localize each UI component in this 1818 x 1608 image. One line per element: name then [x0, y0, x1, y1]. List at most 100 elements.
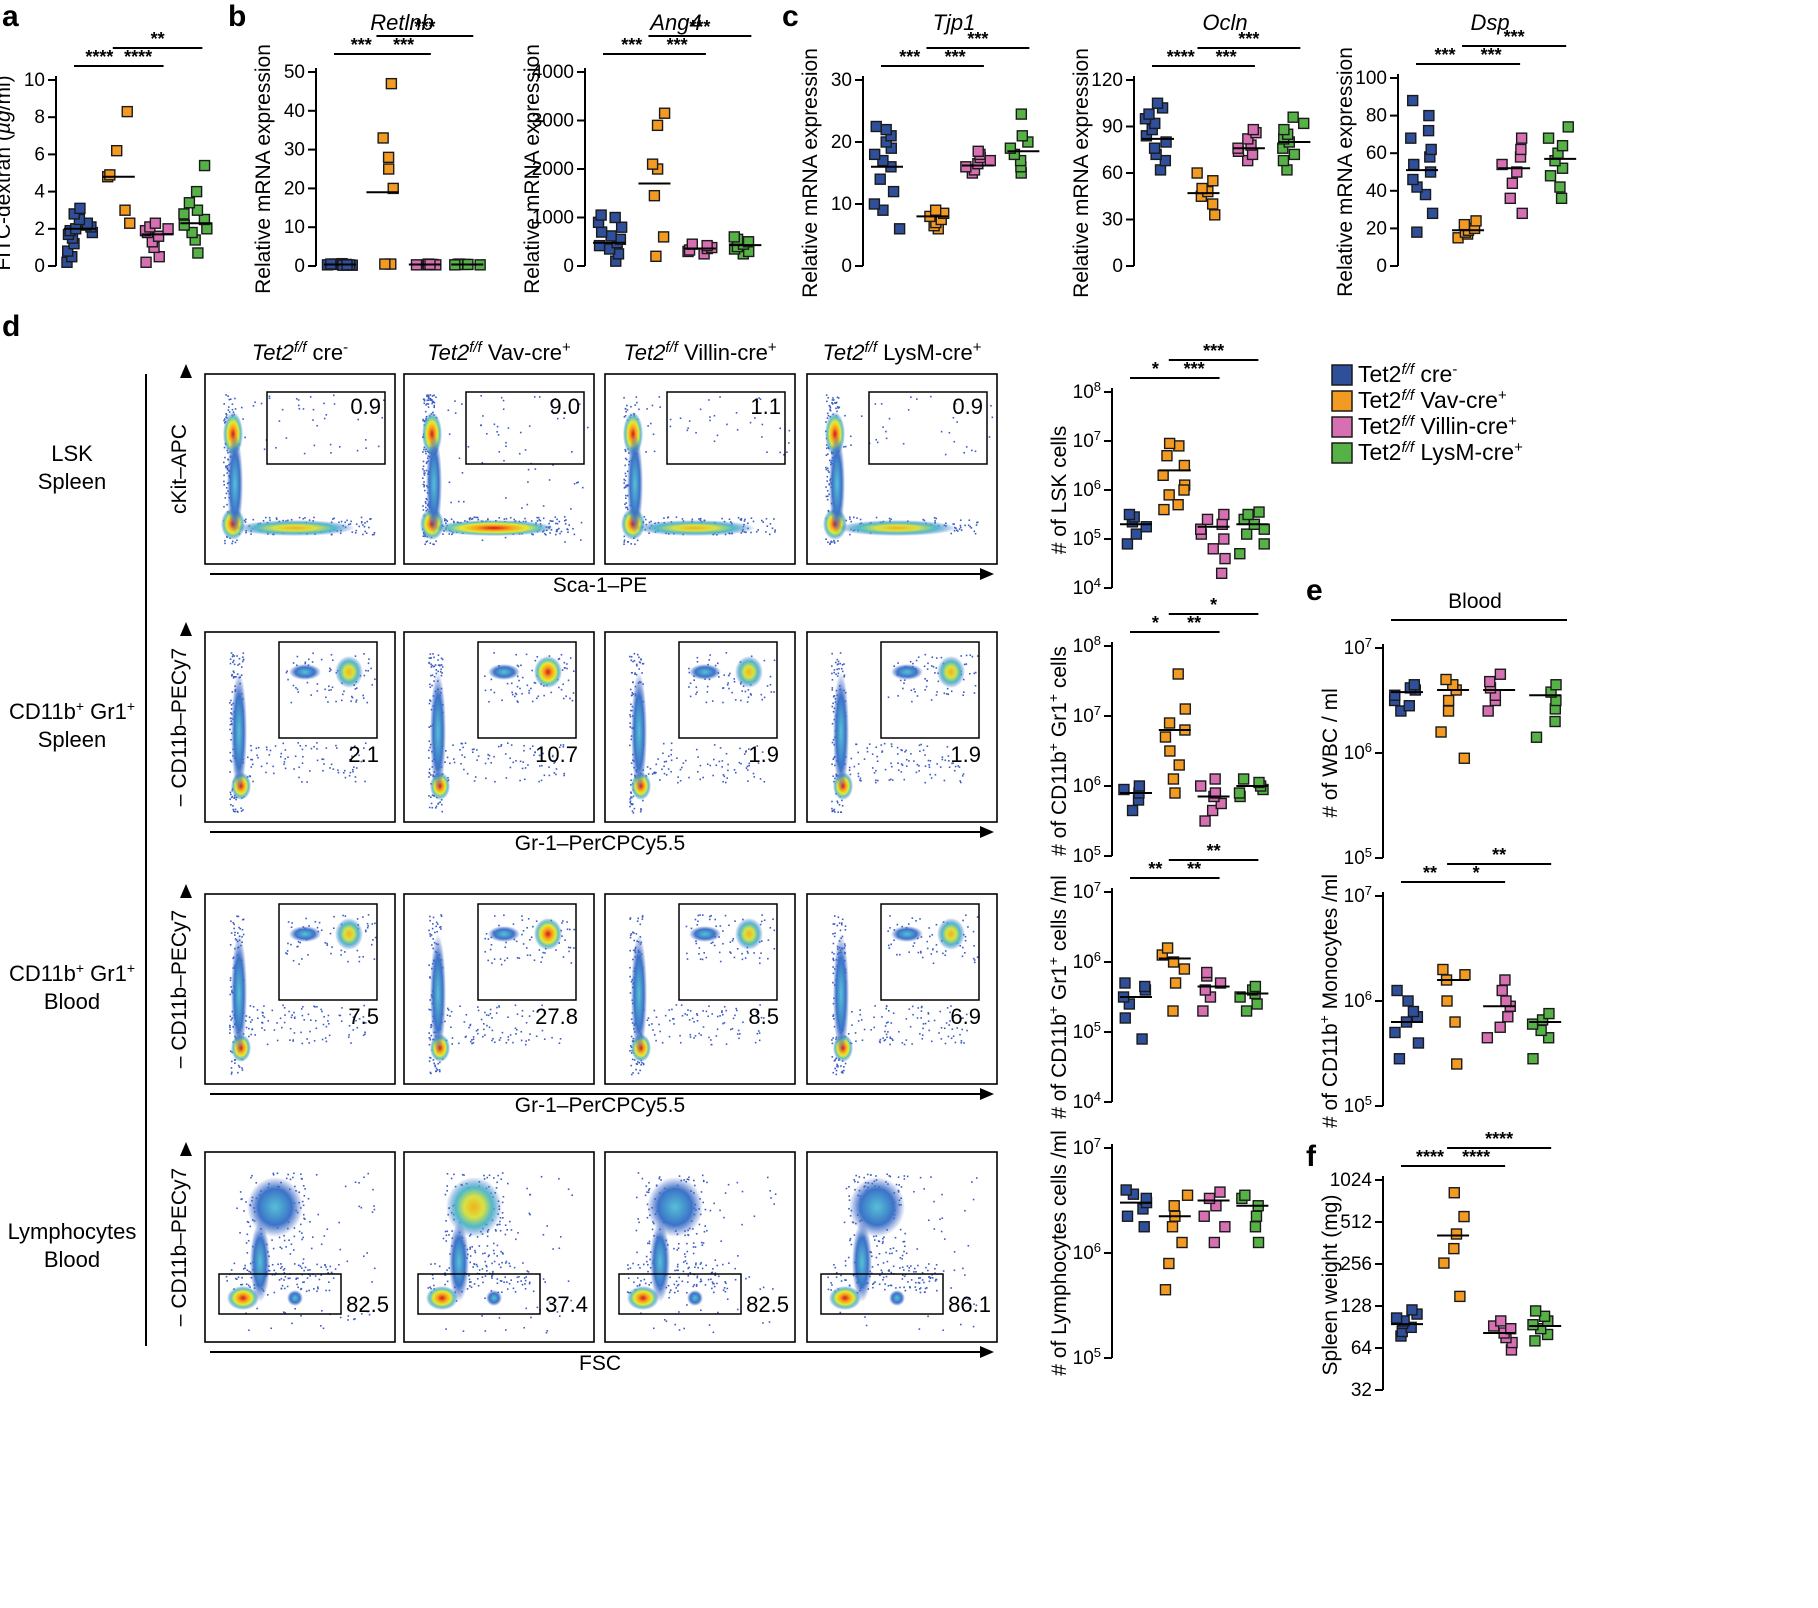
flow-event [429, 700, 432, 702]
flow-event [250, 1176, 252, 1179]
flow-event [744, 751, 747, 753]
flow-event [953, 523, 955, 526]
flow-event [501, 1031, 504, 1034]
flow-event [701, 914, 704, 916]
flow-event [302, 755, 304, 758]
flow-event [439, 670, 442, 673]
flow-event [339, 1014, 342, 1017]
flow-row-label-2: Blood [44, 989, 100, 1014]
flow-event [461, 472, 464, 474]
data-point [1419, 188, 1432, 201]
flow-event [548, 655, 551, 657]
flow-event [430, 796, 432, 798]
flow-event [663, 772, 666, 775]
flow-event [501, 699, 503, 702]
flow-event [935, 667, 938, 669]
flow-event [297, 941, 300, 943]
flow-event [224, 542, 226, 545]
flow-event [449, 762, 451, 765]
flow-event [363, 653, 365, 655]
flow-event [441, 666, 444, 668]
flow-event [310, 694, 313, 696]
flow-event [502, 408, 505, 410]
data-point [1247, 123, 1259, 136]
flow-event [362, 697, 365, 699]
flow-event [887, 696, 890, 699]
density-blob [891, 926, 923, 942]
flow-event [491, 1039, 493, 1042]
flow-event [537, 516, 540, 519]
significance-label: *** [945, 47, 966, 67]
flow-event [686, 1014, 689, 1016]
flow-event [328, 689, 330, 692]
flow-event [533, 959, 536, 962]
flow-event [702, 776, 704, 779]
flow-event [843, 1065, 845, 1068]
flow-event [648, 521, 651, 524]
flow-event [630, 405, 632, 408]
y-tick-label: 100 [1355, 68, 1387, 89]
flow-event [522, 943, 525, 945]
flow-event [719, 925, 722, 927]
flow-event [355, 1019, 357, 1022]
flow-event [233, 923, 235, 926]
flow-event [286, 1285, 289, 1288]
flow-event [316, 1005, 318, 1008]
flow-event [355, 767, 358, 769]
flow-event [422, 420, 425, 422]
flow-event [721, 766, 723, 768]
flow-event [958, 528, 961, 530]
flow-event [297, 399, 300, 401]
density-blob [833, 672, 849, 792]
flow-event [454, 400, 456, 402]
flow-event [241, 928, 244, 931]
flow-event [316, 1263, 318, 1266]
flow-event [452, 744, 454, 746]
flow-event [266, 1294, 269, 1296]
flow-event [425, 541, 428, 543]
flow-event [313, 1040, 316, 1042]
flow-event [275, 446, 277, 449]
flow-event [225, 487, 228, 489]
data-point [1215, 567, 1228, 579]
data-point [1529, 1335, 1541, 1347]
flow-event [542, 951, 544, 954]
flow-event [874, 781, 877, 784]
flow-event [562, 744, 565, 746]
flow-event [881, 1016, 883, 1018]
y-axis-label: # of CD11b+ Monocytes /ml [1316, 874, 1342, 1128]
flow-event [833, 669, 836, 671]
flow-event [910, 752, 912, 755]
flow-event [919, 750, 921, 753]
flow-event [223, 480, 225, 483]
flow-event [625, 494, 627, 497]
flow-event [699, 408, 702, 411]
data-point [1249, 980, 1262, 993]
flow-event [526, 954, 529, 957]
flow-event [920, 1017, 922, 1019]
ylab-part: # of CD11b [1048, 751, 1071, 856]
flow-event [229, 702, 231, 704]
flow-event [283, 763, 285, 765]
flow-event [524, 517, 526, 520]
flow-event [301, 1267, 303, 1269]
flow-event [293, 1017, 296, 1020]
flow-event [912, 1013, 914, 1016]
flow-event [330, 653, 333, 656]
flow-event [695, 686, 698, 688]
flow-event [249, 1005, 252, 1007]
flow-event [578, 403, 581, 405]
flow-event [434, 807, 437, 809]
flow-event [945, 522, 947, 525]
data-point [1240, 1005, 1253, 1017]
flow-event [226, 503, 228, 506]
flow-event [832, 972, 835, 975]
flow-plot: 7.5 [204, 893, 396, 1085]
data-point [1196, 182, 1208, 195]
flow-event [504, 536, 507, 539]
tick-base: 10 [1073, 1348, 1094, 1369]
flow-event [721, 760, 724, 762]
flow-event [446, 1007, 449, 1010]
flow-event [224, 539, 226, 542]
flow-event [648, 1024, 650, 1026]
